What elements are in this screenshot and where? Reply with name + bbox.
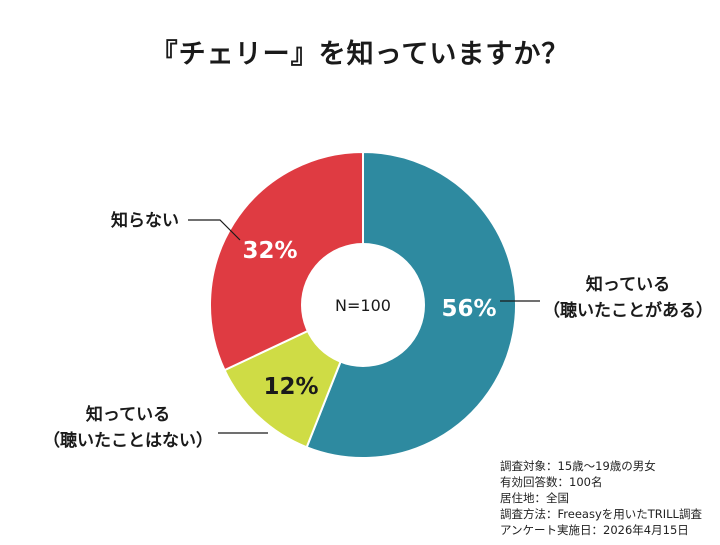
label-know-not-heard-line1: 知っている	[85, 404, 170, 425]
survey-note-residence: 居住地：全国	[500, 491, 569, 505]
label-dont-know: 知らない	[110, 210, 179, 231]
label-know-not-heard-line2: （聴いたことはない）	[43, 430, 213, 451]
value-label-know-not-heard: 12%	[263, 374, 318, 400]
label-know-heard-line1: 知っている	[585, 274, 670, 295]
value-label-dont-know: 32%	[242, 238, 297, 264]
survey-note-date: アンケート実施日：2026年4月15日	[500, 523, 689, 537]
label-know-heard-line2: （聴いたことがある）	[543, 300, 713, 321]
survey-notes: 調査対象：15歳〜19歳の男女 有効回答数：100名 居住地：全国 調査方法：F…	[500, 458, 702, 538]
survey-note-responses: 有効回答数：100名	[500, 475, 603, 489]
leader-line-dont-know	[188, 219, 241, 241]
donut-hole	[301, 243, 425, 367]
sample-size-label: N=100	[335, 296, 391, 315]
chart-title: 『チェリー』を知っていますか？	[150, 39, 570, 70]
survey-note-method: 調査方法：Freeasyを用いたTRILL調査	[500, 507, 702, 521]
survey-note-target: 調査対象：15歳〜19歳の男女	[500, 459, 656, 473]
value-label-know-heard: 56%	[441, 296, 496, 322]
